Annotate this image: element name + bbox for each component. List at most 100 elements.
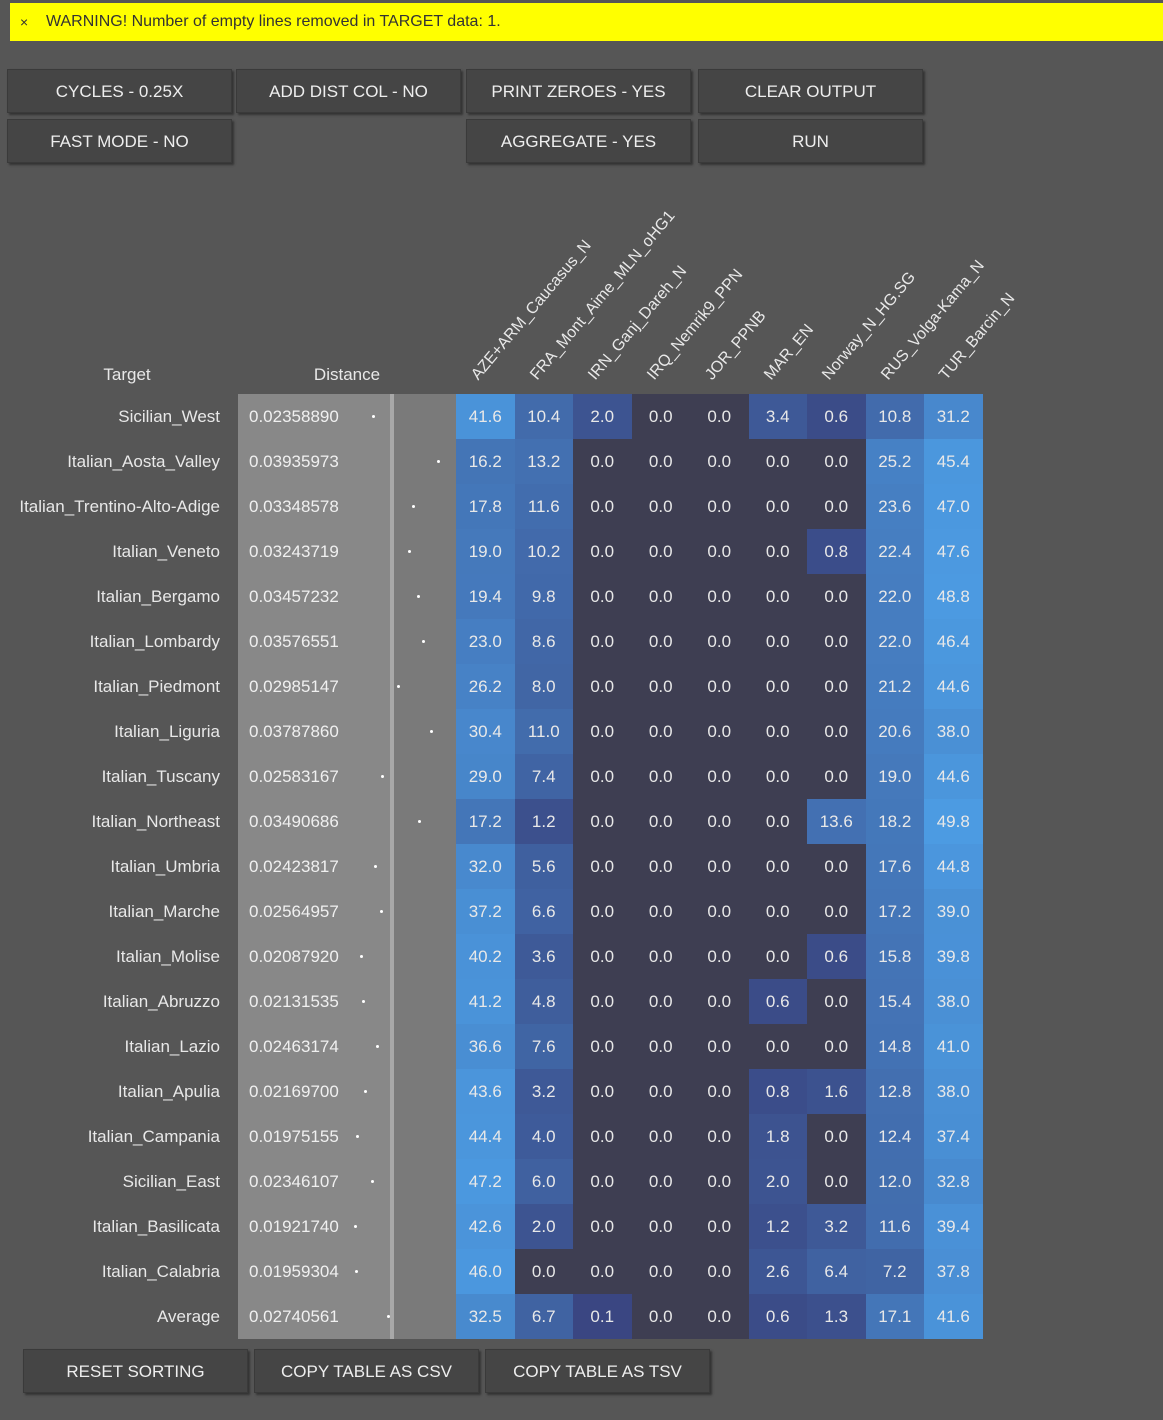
cell: 0.0: [690, 889, 749, 934]
row-name[interactable]: Sicilian_West: [118, 407, 220, 426]
cell: 0.0: [690, 1069, 749, 1114]
distance-dot: [418, 820, 422, 823]
cell: 0.0: [748, 889, 807, 934]
distance: 0.02346107: [249, 1172, 339, 1191]
column-header[interactable]: MAR_EN: [760, 321, 817, 384]
column-header[interactable]: IRN_Ganj_Dareh_N: [585, 262, 691, 384]
row-name[interactable]: Sicilian_East: [122, 1172, 220, 1191]
distance-dot: [397, 685, 401, 688]
cell: 23.6: [865, 484, 924, 529]
close-warning[interactable]: ×: [20, 14, 29, 30]
cell: 2.6: [748, 1249, 807, 1294]
cell: 10.4: [514, 394, 573, 439]
row-name[interactable]: Italian_Umbria: [110, 857, 220, 876]
cell: 7.4: [514, 754, 573, 799]
cell: 0.0: [631, 439, 690, 484]
cell: 44.6: [924, 754, 983, 799]
cell: 0.0: [807, 844, 866, 889]
row-name[interactable]: Italian_Liguria: [114, 722, 220, 741]
button[interactable]: PRINT ZEROES - YES: [466, 69, 691, 113]
cell: 0.0: [631, 394, 690, 439]
row-name[interactable]: Italian_Abruzzo: [102, 992, 220, 1011]
cell: 0.0: [573, 934, 632, 979]
distance: 0.02564957: [249, 902, 339, 921]
cell: 1.3: [807, 1294, 866, 1339]
cell: 0.0: [573, 1159, 632, 1204]
cell: 12.8: [865, 1069, 924, 1114]
button[interactable]: RESET SORTING: [23, 1349, 248, 1393]
distance-dot: [375, 1045, 379, 1048]
button[interactable]: RUN: [698, 119, 923, 163]
cell: 0.0: [690, 664, 749, 709]
row-name[interactable]: Italian_Lazio: [124, 1037, 220, 1056]
cell: 0.0: [807, 484, 866, 529]
cell: 0.0: [690, 394, 749, 439]
cell: 0.0: [631, 1249, 690, 1294]
row-name[interactable]: Italian_Aosta_Valley: [67, 452, 220, 471]
cell: 19.0: [456, 529, 515, 574]
cell: 38.0: [924, 709, 983, 754]
row-name[interactable]: Italian_Basilicata: [92, 1217, 220, 1236]
column-header[interactable]: AZE+ARM_Caucasus_N: [468, 237, 595, 384]
cell: 0.0: [748, 529, 807, 574]
row-name[interactable]: Italian_Marche: [108, 902, 220, 921]
cell: 9.8: [514, 574, 573, 619]
cell: 0.0: [690, 1114, 749, 1159]
button[interactable]: FAST MODE - NO: [7, 119, 232, 163]
distance-dot: [380, 775, 384, 778]
warning-bar: × WARNING! Number of empty lines removed…: [10, 3, 1163, 41]
cell: 1.2: [514, 799, 573, 844]
row-name[interactable]: Italian_Molise: [116, 947, 220, 966]
column-header[interactable]: RUS_Volga-Kama_N: [877, 257, 988, 384]
cell: 11.6: [514, 484, 573, 529]
cell: 0.0: [690, 1024, 749, 1069]
cell: 0.0: [690, 799, 749, 844]
cell: 0.0: [690, 934, 749, 979]
button[interactable]: COPY TABLE AS TSV: [485, 1349, 710, 1393]
cell: 0.0: [748, 574, 807, 619]
row-name[interactable]: Italian_Tuscany: [101, 767, 220, 786]
column-header[interactable]: JOR_PPNB: [702, 307, 770, 384]
button[interactable]: COPY TABLE AS CSV: [254, 1349, 479, 1393]
button[interactable]: CYCLES - 0.25X: [7, 69, 232, 113]
button[interactable]: CLEAR OUTPUT: [698, 69, 923, 113]
cell: 0.0: [514, 1249, 573, 1294]
cell: 26.2: [456, 664, 515, 709]
row-name[interactable]: Italian_Campania: [87, 1127, 220, 1146]
cell: 47.6: [924, 529, 983, 574]
cell: 48.8: [924, 574, 983, 619]
cell: 0.0: [807, 889, 866, 934]
row-name[interactable]: Italian_Calabria: [101, 1262, 220, 1281]
distance-dot: [370, 1180, 374, 1183]
row-name[interactable]: Italian_Northeast: [91, 812, 220, 831]
cell: 11.6: [865, 1204, 924, 1249]
cell: 0.0: [690, 1249, 749, 1294]
cell: 3.2: [807, 1204, 866, 1249]
cell: 38.0: [924, 1069, 983, 1114]
row-name[interactable]: Italian_Lombardy: [89, 632, 220, 651]
cell: 1.6: [807, 1069, 866, 1114]
cell: 0.0: [748, 844, 807, 889]
cell: 2.0: [514, 1204, 573, 1249]
row-name[interactable]: Italian_Apulia: [117, 1082, 220, 1101]
cell: 38.0: [924, 979, 983, 1024]
cell: 0.0: [631, 1024, 690, 1069]
cell: 0.0: [573, 574, 632, 619]
button[interactable]: AGGREGATE - YES: [466, 119, 691, 163]
cell: 0.0: [690, 979, 749, 1024]
row-name[interactable]: Italian_Piedmont: [93, 677, 220, 696]
button[interactable]: ADD DIST COL - NO: [236, 69, 461, 113]
cell: 0.0: [631, 574, 690, 619]
distance: 0.01975155: [249, 1127, 339, 1146]
row-name[interactable]: Average: [156, 1307, 220, 1326]
row-name[interactable]: Italian_Veneto: [112, 542, 220, 561]
distance: 0.02583167: [249, 767, 339, 786]
cell: 0.0: [631, 484, 690, 529]
cell: 0.0: [573, 1114, 632, 1159]
cell: 47.2: [456, 1159, 515, 1204]
cell: 5.6: [514, 844, 573, 889]
row-name[interactable]: Italian_Bergamo: [96, 587, 220, 606]
row-name[interactable]: Italian_Trentino-Alto-Adige: [19, 497, 220, 516]
cell: 0.0: [748, 664, 807, 709]
dot-column: [394, 394, 456, 1339]
